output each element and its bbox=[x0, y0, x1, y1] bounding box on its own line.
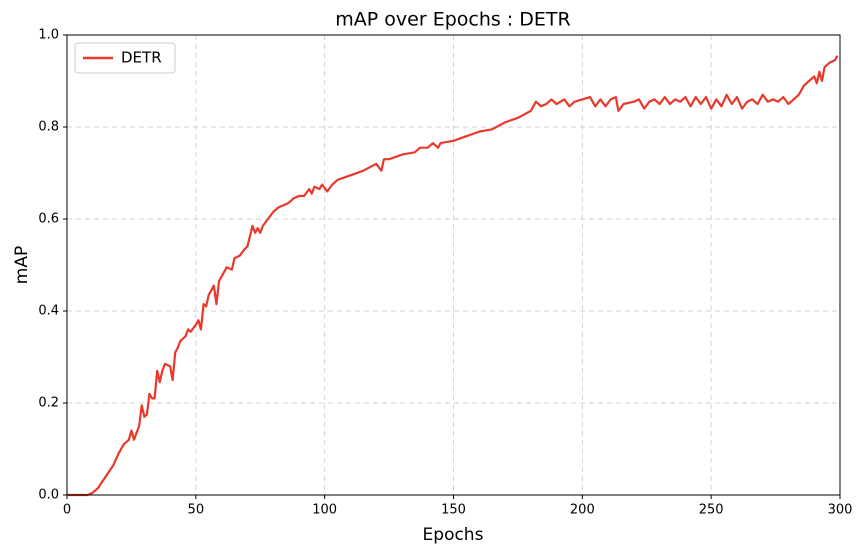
y-tick-label: 0.0 bbox=[38, 488, 59, 503]
x-tick-label: 150 bbox=[441, 503, 466, 518]
x-tick-label: 100 bbox=[312, 503, 337, 518]
chart-title: mAP over Epochs : DETR bbox=[335, 9, 570, 31]
plot-frame bbox=[66, 34, 841, 496]
legend-label: DETR bbox=[121, 49, 162, 67]
x-tick-label: 50 bbox=[188, 503, 205, 518]
x-tick-label: 250 bbox=[699, 503, 724, 518]
x-tick-label: 0 bbox=[63, 503, 71, 518]
y-tick-label: 0.2 bbox=[38, 396, 59, 411]
y-tick-label: 0.4 bbox=[38, 304, 59, 319]
y-axis-label: mAP bbox=[12, 246, 32, 284]
legend-box bbox=[74, 42, 176, 74]
y-tick-label: 1.0 bbox=[38, 28, 59, 43]
x-tick-label: 300 bbox=[828, 503, 853, 518]
x-axis-label: Epochs bbox=[423, 525, 484, 545]
data-line bbox=[67, 55, 839, 497]
x-tick-label: 200 bbox=[570, 503, 595, 518]
y-tick-label: 0.6 bbox=[38, 212, 59, 227]
y-tick-label: 0.8 bbox=[38, 120, 59, 135]
